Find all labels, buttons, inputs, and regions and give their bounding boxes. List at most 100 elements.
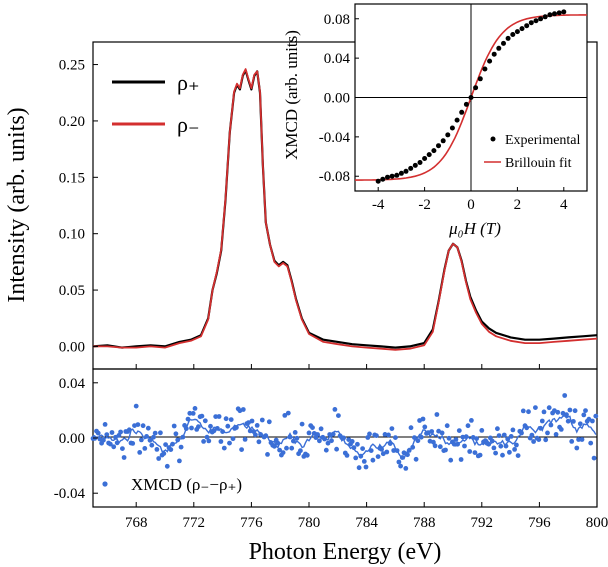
inset-experimental-point <box>561 9 567 15</box>
inset-legend-label-brillouin: Brillouin fit <box>505 156 572 171</box>
xmcd-point <box>187 410 193 416</box>
xmcd-point <box>432 443 438 449</box>
inset-experimental-point <box>556 10 562 16</box>
inset-x-axis-label: μ₀H (T) <box>448 219 501 238</box>
inset-y-tick-label: -0.08 <box>319 169 350 185</box>
xmcd-point <box>398 463 403 469</box>
xmcd-point <box>149 442 155 448</box>
xmcd-point <box>323 447 329 453</box>
legend-label-rho-minus: ρ₋ <box>177 112 200 137</box>
xmcd-point <box>144 434 150 439</box>
xmcd-point <box>332 407 338 412</box>
inset-experimental-point <box>473 85 479 91</box>
xmcd-point <box>462 443 467 449</box>
xmcd-point <box>479 428 485 433</box>
main-y-tick-label: 0.25 <box>59 58 85 74</box>
xmcd-point <box>304 452 310 458</box>
xmcd-point <box>465 423 471 429</box>
xmcd-point <box>249 418 255 424</box>
xmcd-point <box>577 421 583 427</box>
xmcd-point <box>114 440 120 446</box>
inset-experimental-point <box>491 51 497 57</box>
xmcd-point <box>158 430 163 436</box>
xmcd-point <box>152 430 158 436</box>
xmcd-point <box>565 418 571 424</box>
inset-x-tick-label: -4 <box>372 197 385 213</box>
xmcd-point <box>142 446 148 451</box>
xmcd-point <box>519 430 524 436</box>
xmcd-point <box>287 434 293 440</box>
xmcd-point <box>109 430 115 435</box>
xmcd-point <box>386 432 391 438</box>
xmcd-point <box>239 447 245 452</box>
xmcd-point <box>590 418 595 424</box>
inset-experimental-point <box>398 170 404 176</box>
xmcd-point <box>121 455 127 460</box>
xmcd-point <box>408 425 414 431</box>
xmcd-point <box>406 448 412 453</box>
xmcd-point <box>336 413 341 418</box>
xmcd-point <box>164 463 170 469</box>
xmcd-point <box>275 440 281 446</box>
inset-experimental-point <box>510 32 516 37</box>
xmcd-point <box>133 403 139 409</box>
xmcd-point <box>515 453 521 458</box>
xmcd-point <box>500 452 505 458</box>
xmcd-smooth-line <box>92 415 597 460</box>
xmcd-point <box>168 447 174 452</box>
xmcd-point <box>253 432 258 438</box>
xmcd-point <box>107 441 113 447</box>
inset-experimental-point <box>403 168 409 174</box>
xmcd-point <box>175 437 181 443</box>
xmcd-point <box>434 412 440 417</box>
main-y-tick-label: 0.00 <box>59 339 85 355</box>
xmcd-point <box>317 438 322 444</box>
inset-chart: -4 -2 0 2 4 0.08 0.04 0.00 -0.04 -0.08 XMCD (arb.… <box>282 3 588 238</box>
inset-experimental-point <box>524 23 530 29</box>
xmcd-point <box>503 443 509 449</box>
inset-experimental-point <box>528 20 534 26</box>
xmcd-point <box>472 450 478 455</box>
xmcd-point <box>291 438 296 444</box>
xmcd-point <box>558 427 564 432</box>
xmcd-point <box>571 419 576 424</box>
xmcd-point <box>139 437 144 443</box>
xmcd-point <box>173 431 179 437</box>
xmcd-point <box>306 430 312 436</box>
xmcd-point <box>555 409 561 415</box>
xmcd-point <box>543 437 549 443</box>
inset-experimental-point <box>501 40 506 46</box>
xmcd-point <box>510 427 516 433</box>
xmcd-point <box>101 437 106 443</box>
inset-experimental-point <box>505 35 511 41</box>
inset-y-tick-label: 0.00 <box>324 91 350 107</box>
xmcd-point <box>204 434 210 440</box>
xmcd-point <box>437 444 443 450</box>
inset-experimental-point <box>477 76 483 82</box>
inset-experimental-point <box>514 29 520 35</box>
xmcd-y-tick-label: 0.04 <box>59 376 86 392</box>
xmcd-point <box>591 455 597 461</box>
inset-experimental-point <box>422 156 428 161</box>
inset-experimental-point <box>496 45 502 51</box>
xmcd-point <box>360 446 365 451</box>
x-tick-label: 796 <box>528 515 551 531</box>
xmcd-point <box>161 451 167 456</box>
xmcd-point <box>254 423 260 428</box>
xmcd-point <box>444 423 450 429</box>
xmcd-point <box>576 437 581 442</box>
xmcd-point <box>541 409 547 415</box>
xmcd-point <box>439 430 445 436</box>
xmcd-point <box>420 416 426 422</box>
xmcd-point <box>189 425 194 431</box>
xmcd-point <box>429 429 435 434</box>
xmcd-point <box>593 413 599 419</box>
xmcd-point <box>562 393 568 398</box>
xmcd-point <box>111 444 117 450</box>
xmcd-point <box>325 440 331 446</box>
inset-content: -4 -2 0 2 4 0.08 0.04 0.00 -0.04 -0.08 <box>319 4 587 213</box>
xmcd-point <box>259 417 265 423</box>
xmcd-point <box>588 440 594 446</box>
inset-experimental-point <box>385 174 390 180</box>
xmcd-point <box>145 425 151 431</box>
